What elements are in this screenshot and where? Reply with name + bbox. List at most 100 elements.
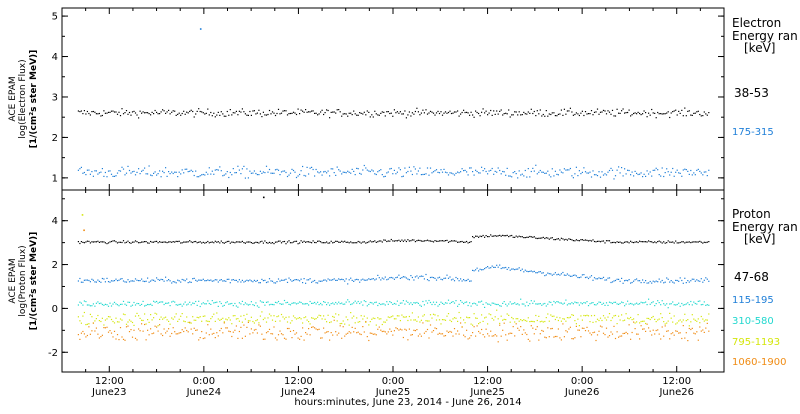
- data-point-795-1193: [530, 320, 532, 322]
- data-point-310-580: [332, 302, 334, 304]
- data-point-115-195: [601, 277, 603, 280]
- data-point-795-1193: [368, 324, 370, 326]
- data-point-115-195: [387, 278, 389, 280]
- data-point-795-1193: [208, 320, 210, 323]
- data-point-38-53: [211, 115, 213, 117]
- data-point-38-53: [637, 111, 639, 113]
- data-point-175-315: [139, 173, 141, 175]
- data-point-175-315: [587, 172, 590, 174]
- data-point-1060-1900: [596, 334, 599, 336]
- data-point-115-195: [381, 277, 383, 279]
- data-point-175-315: [691, 174, 693, 176]
- data-point-115-195: [473, 270, 475, 272]
- data-point-175-315: [232, 168, 234, 170]
- data-point-1060-1900: [192, 333, 194, 335]
- data-point-38-53: [103, 110, 105, 112]
- data-point-795-1193: [670, 317, 672, 319]
- data-point-795-1193: [422, 315, 424, 317]
- data-point-47-68: [305, 241, 307, 243]
- data-point-795-1193: [386, 319, 388, 321]
- data-point-47-68: [330, 240, 332, 242]
- data-point-795-1193: [584, 315, 587, 317]
- data-point-115-195: [344, 280, 346, 282]
- data-point-47-68: [386, 240, 388, 243]
- data-point-38-53: [694, 112, 696, 114]
- data-point-175-315: [330, 168, 332, 170]
- data-point-795-1193: [520, 319, 522, 321]
- data-point-310-580: [566, 304, 568, 306]
- data-point-115-195: [196, 280, 198, 282]
- data-point-795-1193: [82, 315, 84, 317]
- data-point-47-68: [333, 241, 335, 243]
- data-point-310-580: [214, 301, 216, 304]
- data-point-115-195: [119, 278, 122, 280]
- data-point-115-195: [138, 280, 140, 282]
- data-point-310-580: [323, 301, 325, 303]
- data-point-175-315: [411, 173, 413, 176]
- data-point-115-195: [696, 279, 698, 281]
- data-point-47-68: [395, 240, 397, 242]
- data-point-115-195: [318, 280, 320, 282]
- data-point-47-68: [542, 236, 544, 238]
- data-point-115-195: [479, 268, 481, 270]
- data-point-795-1193: [192, 316, 194, 318]
- data-point-1060-1900: [637, 333, 639, 335]
- data-point-1060-1900: [107, 331, 110, 333]
- data-point-38-53: [592, 114, 594, 116]
- data-point-47-68: [460, 241, 462, 243]
- data-point-115-195: [639, 280, 641, 282]
- y-tick-label: 4: [52, 216, 58, 227]
- data-point-1060-1900: [118, 339, 120, 341]
- data-point-38-53: [401, 113, 403, 115]
- data-point-47-68: [512, 236, 514, 238]
- data-point-795-1193: [207, 320, 209, 322]
- data-point-1060-1900: [232, 331, 234, 333]
- data-point-38-53: [228, 114, 230, 116]
- data-point-47-68: [663, 241, 665, 243]
- data-point-1060-1900: [426, 328, 429, 331]
- data-point-47-68: [131, 241, 134, 243]
- data-point-115-195: [666, 277, 668, 279]
- data-point-47-68: [338, 241, 340, 243]
- data-point-38-53: [625, 112, 627, 114]
- data-point-175-315: [601, 171, 603, 173]
- data-point-38-53: [589, 113, 591, 115]
- data-point-175-315: [192, 170, 194, 173]
- data-point-38-53: [705, 113, 707, 115]
- data-point-47-68: [184, 241, 186, 243]
- data-point-47-68: [440, 240, 442, 242]
- data-point-38-53: [577, 113, 579, 115]
- data-point-47-68: [660, 241, 662, 243]
- data-point-310-580: [217, 305, 219, 307]
- data-point-1060-1900: [457, 330, 459, 332]
- data-point-175-315: [681, 175, 683, 177]
- data-point-47-68: [488, 236, 490, 238]
- data-point-310-580: [189, 301, 191, 303]
- data-point-1060-1900: [330, 332, 332, 334]
- data-point-38-53: [527, 111, 529, 113]
- data-point-115-195: [413, 279, 415, 281]
- data-point-38-53: [332, 111, 334, 113]
- data-point-175-315: [529, 176, 531, 178]
- data-point-310-580: [630, 302, 632, 305]
- data-point-310-580: [384, 304, 386, 306]
- data-point-175-315: [657, 169, 659, 171]
- data-point-310-580: [404, 303, 406, 305]
- data-point-175-315: [181, 169, 183, 171]
- data-point-795-1193: [106, 318, 108, 320]
- data-point-175-315: [614, 175, 617, 177]
- data-point-175-315: [213, 173, 215, 175]
- data-point-795-1193: [276, 316, 278, 318]
- data-point-38-53: [312, 110, 314, 112]
- data-point-795-1193: [151, 319, 153, 321]
- data-point-115-195: [429, 276, 432, 279]
- data-point-115-195: [210, 279, 212, 281]
- data-point-310-580: [494, 303, 496, 305]
- data-point-795-1193: [375, 324, 377, 326]
- data-point-38-53: [377, 114, 379, 116]
- data-point-38-53: [187, 112, 189, 114]
- data-point-795-1193: [205, 320, 207, 322]
- data-point-310-580: [431, 303, 433, 306]
- data-point-115-195: [527, 271, 529, 273]
- data-point-795-1193: [79, 320, 81, 322]
